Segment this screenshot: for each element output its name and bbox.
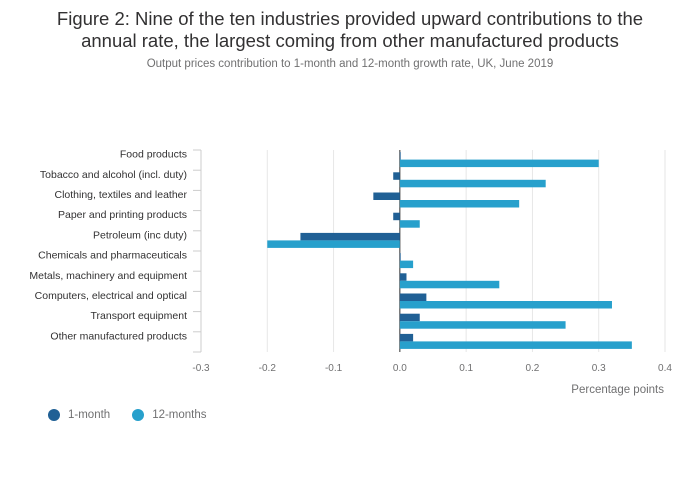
bar-12-months[interactable]	[399, 200, 520, 208]
category-labels: Food products Tobacco and alcohol (incl. …	[29, 149, 187, 343]
bar-1-month[interactable]	[399, 273, 407, 281]
category-label: Computers, electrical and optical	[35, 290, 187, 302]
bar-1-month[interactable]	[393, 212, 400, 221]
bar-12-months[interactable]	[267, 240, 400, 248]
category-label: Tobacco and alcohol (incl. duty)	[40, 169, 187, 181]
x-tick-label: 0.4	[658, 363, 672, 374]
bar-12-months[interactable]	[399, 179, 546, 188]
chart-title: Figure 2: Nine of the ten industries pro…	[0, 8, 700, 52]
chart-title-line-2: annual rate, the largest coming from oth…	[81, 30, 619, 51]
legend-item-12-months[interactable]: 12-months	[132, 409, 207, 421]
category-label: Transport equipment	[91, 310, 188, 322]
category-label: Petroleum (inc duty)	[93, 229, 187, 241]
legend-swatch-1-month	[48, 409, 60, 421]
legend-item-1-month[interactable]: 1-month	[48, 409, 110, 421]
chart-subtitle: Output prices contribution to 1-month an…	[146, 58, 554, 70]
legend-label-1-month: 1-month	[68, 409, 111, 421]
bar-12-months[interactable]	[399, 159, 599, 168]
x-tick-label: 0.3	[592, 363, 606, 374]
category-label: Clothing, textiles and leather	[55, 189, 188, 201]
category-label: Metals, machinery and equipment	[29, 270, 187, 282]
bar-1-month[interactable]	[399, 293, 427, 302]
x-tick-label: 0.2	[525, 363, 539, 374]
x-tick-labels: -0.3 -0.2 -0.1 0.0 0.1 0.2 0.3 0.4	[192, 363, 672, 374]
bar-12-months[interactable]	[399, 321, 566, 329]
bar-1-month[interactable]	[399, 333, 414, 342]
legend-swatch-12-months	[132, 409, 145, 421]
chart-title-line-1: Figure 2: Nine of the ten industries pro…	[56, 8, 644, 29]
x-tick-label: 0.1	[459, 363, 473, 374]
category-label: Paper and printing products	[58, 209, 187, 221]
x-tick-label: -0.3	[192, 363, 210, 374]
bar-1-month[interactable]	[399, 152, 401, 160]
x-tick-label: 0.0	[393, 363, 407, 374]
x-axis-label: Percentage points	[571, 384, 664, 396]
legend: 1-month 12-months	[48, 409, 229, 421]
category-label: Other manufactured products	[50, 330, 187, 342]
bar-12-months[interactable]	[399, 260, 414, 269]
category-label: Food products	[120, 149, 187, 161]
legend-label-12-months: 12-months	[152, 409, 207, 421]
bar-12-months[interactable]	[399, 280, 500, 289]
bar-12-months[interactable]	[399, 341, 632, 349]
bar-1-month[interactable]	[373, 192, 400, 201]
grid-lines	[193, 149, 666, 353]
bars	[267, 152, 632, 349]
bar-1-month[interactable]	[300, 232, 400, 241]
category-label: Chemicals and pharmaceuticals	[38, 250, 187, 262]
bar-12-months[interactable]	[399, 220, 420, 228]
bar-1-month[interactable]	[399, 253, 401, 261]
bar-1-month[interactable]	[393, 172, 400, 180]
bar-1-month[interactable]	[399, 313, 420, 322]
bar-12-months[interactable]	[399, 301, 612, 309]
x-tick-label: -0.1	[325, 363, 343, 374]
x-tick-label: -0.2	[259, 363, 277, 374]
